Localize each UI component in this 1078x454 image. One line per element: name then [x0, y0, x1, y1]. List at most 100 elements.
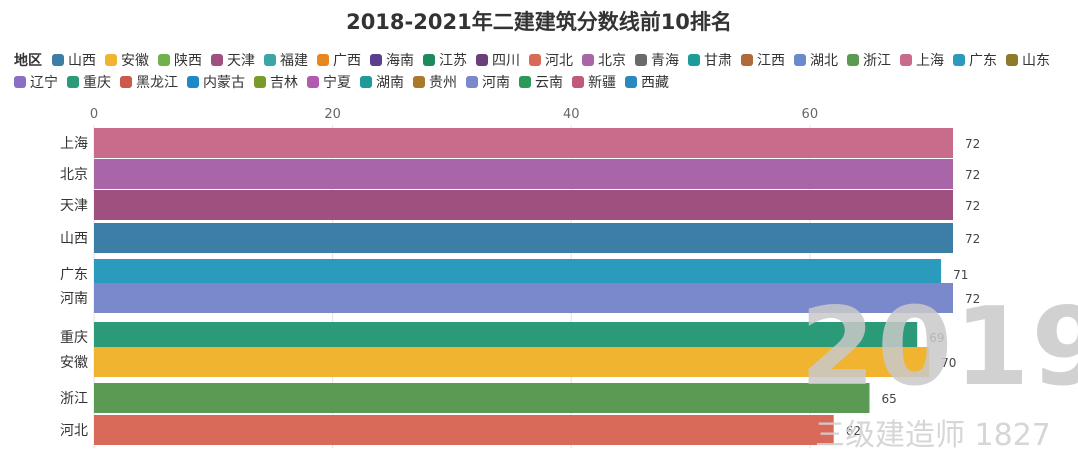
legend-swatch: [953, 54, 965, 66]
legend-swatch: [211, 54, 223, 66]
legend-item[interactable]: 湖北: [794, 50, 838, 72]
legend-item-label: 宁夏: [323, 75, 351, 91]
legend-item[interactable]: 山西: [52, 50, 96, 72]
legend-item-label: 湖南: [376, 75, 404, 91]
legend-item-label: 河北: [545, 53, 573, 69]
legend-item-label: 浙江: [863, 53, 891, 69]
category-label: 上海: [60, 136, 88, 152]
legend-swatch: [264, 54, 276, 66]
legend-swatch: [120, 76, 132, 88]
legend-item-label: 贵州: [429, 75, 457, 91]
legend-item[interactable]: 河北: [529, 50, 573, 72]
legend-swatch: [529, 54, 541, 66]
legend-item[interactable]: 云南: [519, 72, 563, 94]
legend-item-label: 湖北: [810, 53, 838, 69]
value-label: 72: [965, 292, 980, 306]
legend-swatch: [370, 54, 382, 66]
bar-河北[interactable]: [94, 415, 834, 445]
legend-item[interactable]: 北京: [582, 50, 626, 72]
bar-北京[interactable]: [94, 159, 953, 189]
legend-swatch: [476, 54, 488, 66]
legend-item-label: 江西: [757, 53, 785, 69]
bar-天津[interactable]: [94, 190, 953, 220]
legend-item-label: 广东: [969, 53, 997, 69]
legend-swatch: [67, 76, 79, 88]
legend-item[interactable]: 江苏: [423, 50, 467, 72]
legend-item-label: 海南: [386, 53, 414, 69]
legend-item-label: 江苏: [439, 53, 467, 69]
legend-item[interactable]: 广西: [317, 50, 361, 72]
legend-swatch: [900, 54, 912, 66]
value-label: 71: [953, 268, 968, 282]
legend-item[interactable]: 天津: [211, 50, 255, 72]
value-label: 72: [965, 137, 980, 151]
x-tick-label: 0: [90, 107, 98, 122]
legend-item[interactable]: 西藏: [625, 72, 669, 94]
bar-河南[interactable]: [94, 283, 953, 313]
x-tick-label: 40: [563, 107, 580, 122]
legend-item-label: 辽宁: [30, 75, 58, 91]
legend-item-label: 新疆: [588, 75, 616, 91]
legend-swatch: [625, 76, 637, 88]
legend-item[interactable]: 湖南: [360, 72, 404, 94]
legend-item[interactable]: 吉林: [254, 72, 298, 94]
legend-item[interactable]: 福建: [264, 50, 308, 72]
legend-swatch: [317, 54, 329, 66]
legend-item[interactable]: 甘肃: [688, 50, 732, 72]
legend-item[interactable]: 黑龙江: [120, 72, 178, 94]
legend-swatch: [360, 76, 372, 88]
legend-item-label: 四川: [492, 53, 520, 69]
legend-swatch: [847, 54, 859, 66]
legend-swatch: [582, 54, 594, 66]
legend-item[interactable]: 辽宁: [14, 72, 58, 94]
legend-title: 地区: [14, 53, 42, 69]
legend-swatch: [466, 76, 478, 88]
legend-swatch: [187, 76, 199, 88]
legend-item[interactable]: 新疆: [572, 72, 616, 94]
legend-item-label: 福建: [280, 53, 308, 69]
legend-item-label: 河南: [482, 75, 510, 91]
bar-浙江[interactable]: [94, 383, 870, 413]
legend-swatch: [105, 54, 117, 66]
value-label: 62: [846, 424, 861, 438]
bar-安徽[interactable]: [94, 347, 930, 377]
legend-swatch: [635, 54, 647, 66]
legend-item[interactable]: 陕西: [158, 50, 202, 72]
category-label: 安徽: [60, 355, 88, 371]
bar-上海[interactable]: [94, 128, 953, 158]
value-label: 70: [941, 356, 956, 370]
bar-山西[interactable]: [94, 223, 953, 253]
legend-item[interactable]: 重庆: [67, 72, 111, 94]
legend-item[interactable]: 河南: [466, 72, 510, 94]
legend-swatch: [519, 76, 531, 88]
legend-item[interactable]: 四川: [476, 50, 520, 72]
legend-swatch: [423, 54, 435, 66]
legend-item[interactable]: 海南: [370, 50, 414, 72]
legend-item[interactable]: 广东: [953, 50, 997, 72]
legend-item-label: 上海: [916, 53, 944, 69]
legend-item[interactable]: 安徽: [105, 50, 149, 72]
legend-item[interactable]: 宁夏: [307, 72, 351, 94]
category-label: 天津: [60, 198, 88, 214]
legend-item[interactable]: 上海: [900, 50, 944, 72]
legend-item-label: 北京: [598, 53, 626, 69]
brand-watermark: 三级建造师 1827: [815, 418, 1051, 453]
legend-swatch: [688, 54, 700, 66]
legend-item-label: 重庆: [83, 75, 111, 91]
legend-item-label: 山西: [68, 53, 96, 69]
legend-item[interactable]: 江西: [741, 50, 785, 72]
legend-item[interactable]: 青海: [635, 50, 679, 72]
legend-item[interactable]: 贵州: [413, 72, 457, 94]
legend-item[interactable]: 浙江: [847, 50, 891, 72]
legend-item[interactable]: 内蒙古: [187, 72, 245, 94]
legend-item-label: 内蒙古: [203, 75, 245, 91]
legend-swatch: [14, 76, 26, 88]
legend-item-label: 安徽: [121, 53, 149, 69]
legend-item-label: 黑龙江: [136, 75, 178, 91]
legend-swatch: [158, 54, 170, 66]
legend-item[interactable]: 山东: [1006, 50, 1050, 72]
value-label: 72: [965, 199, 980, 213]
legend-item-label: 山东: [1022, 53, 1050, 69]
legend-item-label: 青海: [651, 53, 679, 69]
